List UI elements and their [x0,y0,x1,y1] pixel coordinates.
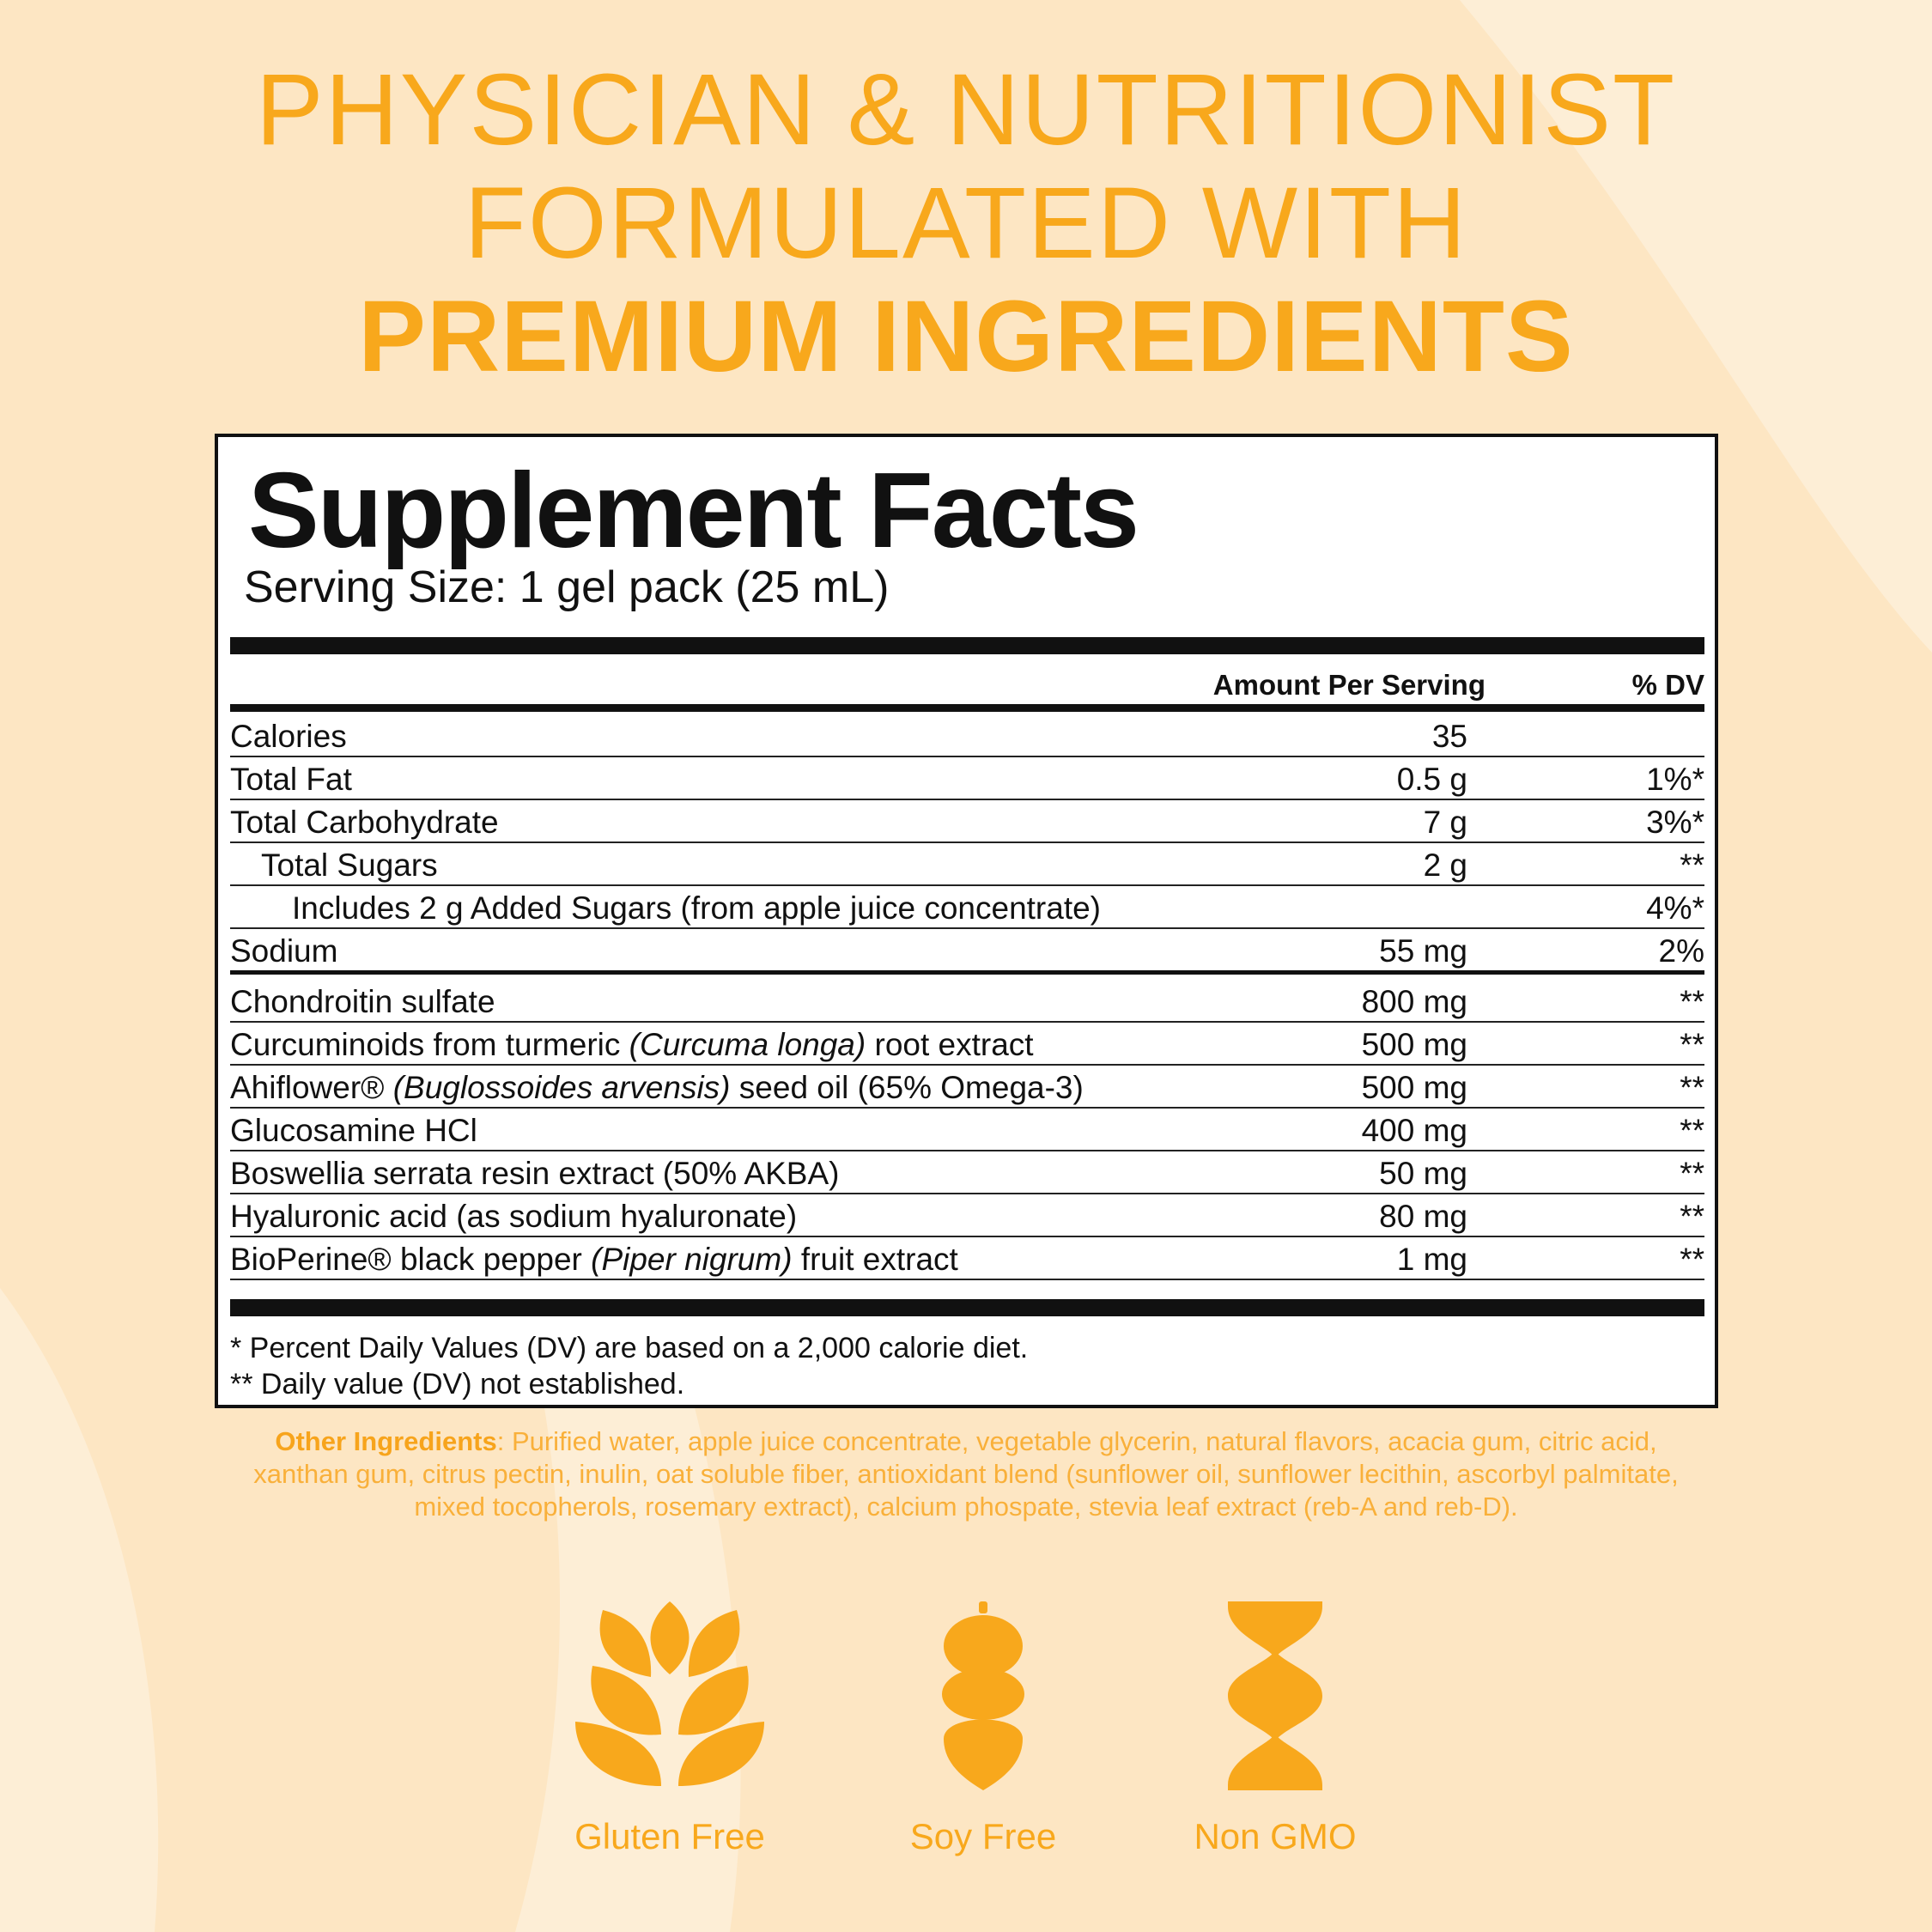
other-ingredients-label: Other Ingredients [275,1426,497,1456]
headline: PHYSICIAN & NUTRITIONIST FORMULATED WITH… [0,53,1932,393]
row-name: Ahiflower® (Buglossoides arvensis) seed … [230,1070,1084,1105]
facts-title: Supplement Facts [248,452,1139,570]
table-row: Hyaluronic acid (as sodium hyaluronate) … [230,1194,1704,1237]
table-row: Calories 35 [230,714,1704,757]
badge-gluten-free: Gluten Free [550,1601,790,1857]
headline-line-3: PREMIUM INGREDIENTS [358,280,1574,393]
row-dv: ** [1680,984,1704,1019]
wheat-icon [575,1601,764,1786]
row-name: Curcuminoids from turmeric (Curcuma long… [230,1027,1034,1062]
facts-rows: Calories 35 Total Fat 0.5 g 1%* Total Ca… [230,714,1704,1280]
row-name: Sodium [230,933,338,969]
row-name: Calories [230,719,347,754]
headline-line-1: PHYSICIAN & NUTRITIONIST [255,53,1677,167]
row-amount: 50 mg [1379,1156,1467,1191]
row-dv: ** [1680,1070,1704,1105]
row-amount: 35 [1431,719,1467,754]
row-amount: 500 mg [1361,1027,1467,1062]
row-dv: ** [1680,1242,1704,1277]
row-dv: ** [1680,1027,1704,1062]
row-name: Glucosamine HCl [230,1113,477,1148]
col-amount-header: Amount Per Serving [1212,669,1485,701]
facts-header-row: Amount Per Serving % DV [230,662,1704,702]
table-row: Curcuminoids from turmeric (Curcuma long… [230,1023,1704,1066]
row-amount: 0.5 g [1396,762,1467,797]
badge-label: Gluten Free [574,1816,765,1856]
row-dv: ** [1680,1199,1704,1234]
table-row: Sodium 55 mg 2% [230,929,1704,975]
other-ingredients-text: : Purified water, apple juice concentrat… [253,1426,1679,1522]
row-amount: 1 mg [1396,1242,1467,1277]
soybean-icon [942,1601,1024,1790]
headline-line-2: FORMULATED WITH [464,167,1468,280]
row-dv: 2% [1658,933,1704,969]
row-amount: 80 mg [1379,1199,1467,1234]
badge-non-gmo: Non GMO [1159,1601,1391,1857]
badge-label: Soy Free [909,1816,1057,1856]
badge-soy-free: Soy Free [867,1601,1099,1857]
row-name: Boswellia serrata resin extract (50% AKB… [230,1156,840,1191]
row-name: Includes 2 g Added Sugars (from apple ju… [292,890,1102,926]
other-ingredients: Other Ingredients: Purified water, apple… [232,1425,1700,1523]
row-dv: 3%* [1646,805,1704,840]
row-name: Chondroitin sulfate [230,984,495,1019]
table-row: Boswellia serrata resin extract (50% AKB… [230,1151,1704,1194]
row-dv: 4%* [1646,890,1704,926]
row-amount: 7 g [1423,805,1467,840]
dna-icon [1228,1601,1322,1790]
supplement-facts-panel: Supplement Facts Serving Size: 1 gel pac… [215,434,1718,1408]
row-amount: 500 mg [1361,1070,1467,1105]
table-row: Glucosamine HCl 400 mg ** [230,1109,1704,1151]
table-row: Ahiflower® (Buglossoides arvensis) seed … [230,1066,1704,1109]
row-dv: ** [1680,1156,1704,1191]
table-row: Total Fat 0.5 g 1%* [230,757,1704,800]
row-name: Hyaluronic acid (as sodium hyaluronate) [230,1199,798,1234]
row-name: BioPerine® black pepper (Piper nigrum) f… [230,1242,958,1277]
row-amount: 55 mg [1379,933,1467,969]
table-row: Includes 2 g Added Sugars (from apple ju… [230,886,1704,929]
row-name: Total Carbohydrate [230,805,499,840]
col-dv-header: % DV [1631,669,1704,701]
row-amount: 800 mg [1361,984,1467,1019]
serving-size: Serving Size: 1 gel pack (25 mL) [244,562,890,612]
row-dv: ** [1680,1113,1704,1148]
footnote-dv-basis: * Percent Daily Values (DV) are based on… [230,1332,1029,1364]
badge-label: Non GMO [1194,1816,1357,1856]
table-row: Chondroitin sulfate 800 mg ** [230,980,1704,1023]
row-amount: 2 g [1423,848,1467,883]
divider-thick-bottom [230,1299,1704,1316]
footnotes: * Percent Daily Values (DV) are based on… [230,1330,1028,1402]
divider-thick-top [230,637,1704,654]
row-dv: 1%* [1646,762,1704,797]
table-row: Total Sugars 2 g ** [230,843,1704,886]
row-dv: ** [1680,848,1704,883]
table-row: BioPerine® black pepper (Piper nigrum) f… [230,1237,1704,1280]
footnote-dv-not-established: ** Daily value (DV) not established. [230,1368,685,1400]
divider-medium [230,704,1704,712]
row-amount: 400 mg [1361,1113,1467,1148]
row-name: Total Fat [230,762,352,797]
row-name: Total Sugars [261,848,438,883]
table-row: Total Carbohydrate 7 g 3%* [230,800,1704,843]
